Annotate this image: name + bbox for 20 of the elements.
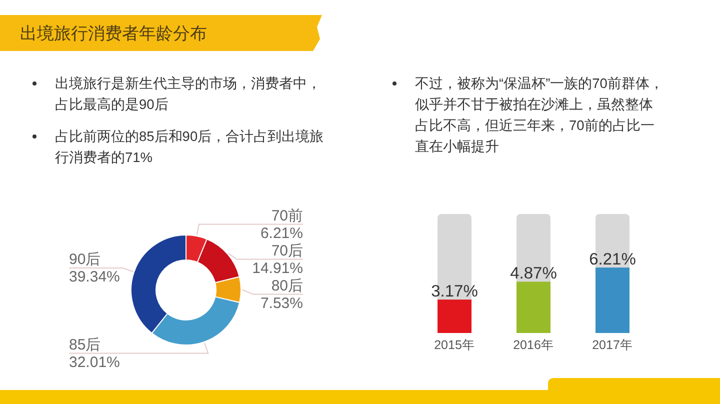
data-label: 7.53% (260, 294, 303, 312)
slice-label: 70后 (271, 242, 303, 260)
x-tick-label: 2015年 (434, 338, 475, 352)
data-label: 39.34% (69, 268, 120, 286)
data-label: 14.91% (252, 260, 303, 277)
slice-label: 85后 (69, 336, 101, 354)
text: 出境旅行是新生代主导的市场，消费者中，占比最高的是90后 (55, 76, 321, 112)
slice-label: 90后 (69, 250, 101, 268)
x-tick-label: 2016年 (513, 338, 554, 352)
data-label: 6.21% (589, 250, 636, 269)
slice-label: 70前 (271, 207, 303, 224)
slice-label: 80后 (271, 277, 303, 294)
data-label: 32.01% (69, 354, 120, 371)
chart-title: 出境旅行消费者年龄分布 (20, 24, 207, 43)
data-label: 4.87% (510, 264, 558, 283)
data-label: 6.21% (260, 224, 303, 242)
text: 占比前两位的85后和90后，合计占到出境旅行消费者的71% (55, 128, 324, 164)
x-tick-label: 2017年 (592, 338, 633, 352)
data-label: 3.17% (431, 282, 478, 301)
text: 不过，被称为“保温杯”一族的70前群体，似乎并不甘于被拍在沙滩上，虽然整体占比不高，但近三年来，70前的占比一直在小幅提升 (415, 76, 664, 154)
